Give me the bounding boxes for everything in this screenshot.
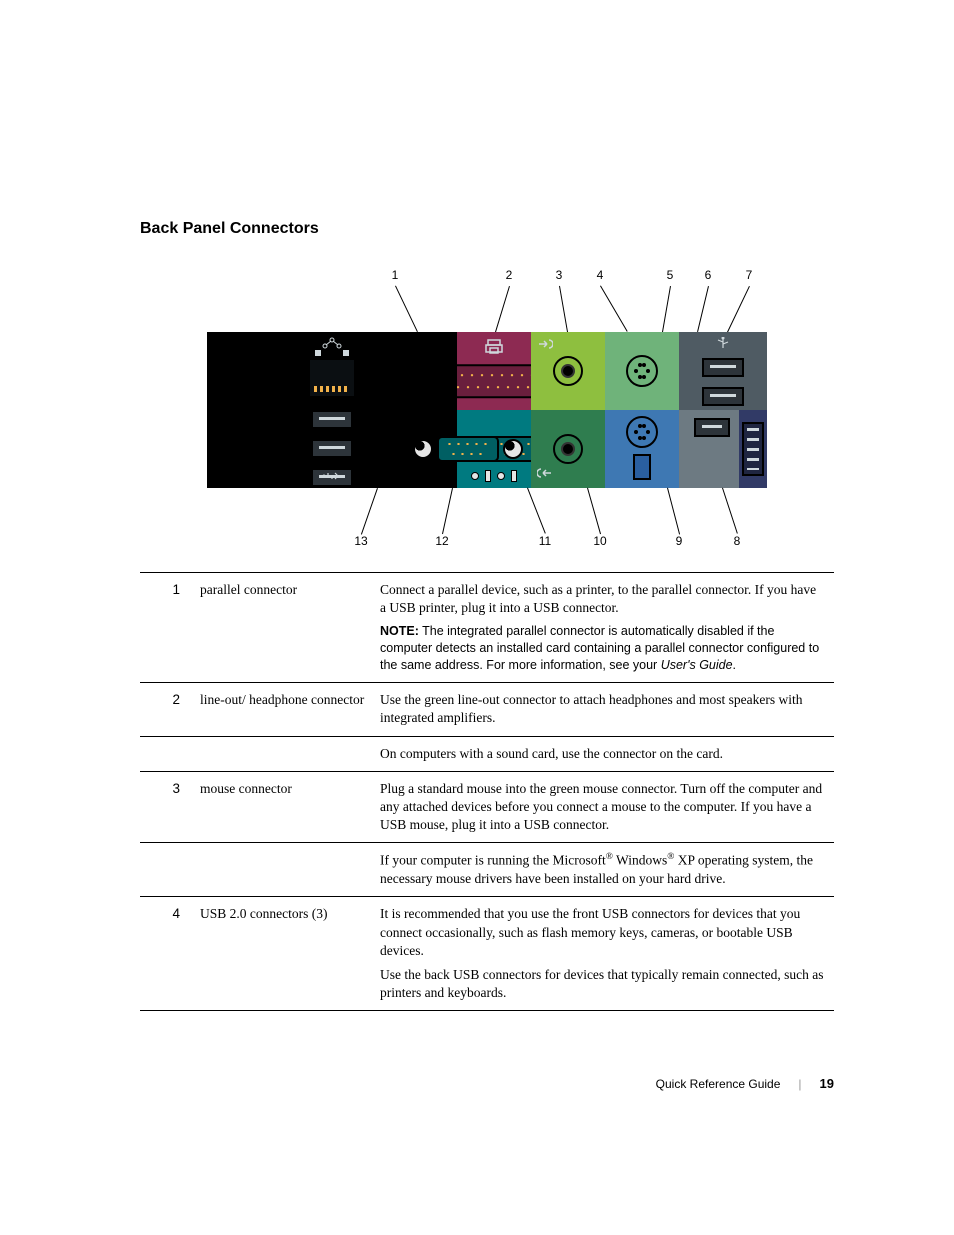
diagram-top-lines	[207, 286, 767, 332]
footer-separator: |	[798, 1077, 801, 1091]
line-in-jack	[553, 434, 583, 464]
table-row: 2line-out/ headphone connectorUse the gr…	[140, 683, 834, 736]
page-number: 19	[820, 1076, 834, 1091]
diagram-label: 1	[392, 268, 399, 282]
line-in-region	[531, 410, 605, 488]
row-description: Connect a parallel device, such as a pri…	[380, 573, 834, 683]
parallel-connector-region	[457, 332, 531, 410]
row-description: Plug a standard mouse into the green mou…	[380, 771, 834, 843]
diagram-label: 11	[539, 534, 551, 548]
arrow-in-icon	[537, 467, 553, 482]
leader-line	[442, 488, 453, 534]
connectors-table: 1parallel connectorConnect a parallel de…	[140, 572, 834, 1011]
connector-panel	[207, 332, 767, 488]
diagram-label: 13	[354, 534, 367, 548]
row-number: 2	[140, 683, 200, 736]
row-number: 4	[140, 897, 200, 1011]
leader-line	[667, 488, 680, 534]
row-description: It is recommended that you use the front…	[380, 897, 834, 1011]
leader-line	[361, 488, 378, 534]
leader-line	[527, 488, 546, 534]
diagnostic-lights	[742, 422, 764, 476]
usb-port	[311, 439, 353, 458]
diagram-label: 7	[746, 268, 753, 282]
arrow-out-icon	[537, 338, 553, 353]
row-number: 3	[140, 771, 200, 843]
serial-connectors-region	[457, 410, 531, 488]
leader-line	[587, 488, 601, 534]
leader-line	[395, 286, 418, 332]
table-row: If your computer is running the Microsof…	[140, 843, 834, 897]
ps2-keyboard-port	[626, 416, 658, 448]
leader-line	[662, 286, 671, 332]
leader-line	[697, 286, 709, 332]
table-row: 3mouse connectorPlug a standard mouse in…	[140, 771, 834, 843]
section-title: Back Panel Connectors	[140, 220, 834, 238]
back-panel-diagram: 1234567	[207, 268, 767, 552]
usb-port	[694, 418, 730, 437]
leader-line	[600, 285, 628, 331]
usb-port	[702, 387, 744, 406]
usb-ports-top	[702, 358, 744, 406]
usb-port-bottom	[694, 418, 730, 437]
diagram-label: 3	[556, 268, 563, 282]
vga-port	[633, 454, 651, 480]
doc-title: Quick Reference Guide	[656, 1077, 781, 1091]
row-description: On computers with a sound card, use the …	[380, 736, 834, 771]
table-row: 1parallel connectorConnect a parallel de…	[140, 573, 834, 683]
network-usb-region	[207, 332, 457, 488]
mouse-connector-region	[605, 332, 679, 410]
screw-icon	[503, 439, 523, 459]
keyboard-vga-region	[605, 410, 679, 488]
row-description: Use the green line-out connector to atta…	[380, 683, 834, 736]
rj45-port	[308, 358, 356, 398]
diagram-label: 2	[506, 268, 513, 282]
usb-top-region	[679, 332, 767, 410]
leader-line	[722, 488, 738, 534]
diagram-label: 8	[734, 534, 741, 548]
diagram-bottom-labels: 13 12 11 10 9 8	[207, 534, 767, 552]
row-name: line-out/ headphone connector	[200, 683, 380, 736]
ioio-icon	[471, 470, 517, 482]
table-row: On computers with a sound card, use the …	[140, 736, 834, 771]
row-number: 1	[140, 573, 200, 683]
diagram-label: 4	[597, 268, 604, 282]
usb-diag-region	[679, 410, 767, 488]
row-description: If your computer is running the Microsof…	[380, 843, 834, 897]
line-out-region	[531, 332, 605, 410]
diagram-top-labels: 1 2 3 4 5 6 7	[207, 268, 767, 286]
usb-port	[702, 358, 744, 377]
serial-port-2	[413, 436, 523, 462]
leader-line	[727, 286, 750, 332]
page: Back Panel Connectors 1234567	[0, 0, 954, 1235]
usb-icon	[322, 471, 342, 484]
diagram-label: 5	[667, 268, 674, 282]
printer-icon	[485, 338, 503, 359]
row-name: mouse connector	[200, 771, 380, 843]
screw-icon	[413, 439, 433, 459]
diagram-label: 9	[676, 534, 683, 548]
row-name: USB 2.0 connectors (3)	[200, 897, 380, 1011]
line-out-jack	[553, 356, 583, 386]
diagram-bottom-lines	[207, 488, 767, 534]
page-footer: Quick Reference Guide | 19	[656, 1076, 834, 1091]
leader-line	[559, 286, 568, 332]
diagram-label: 10	[593, 534, 606, 548]
usb-port	[311, 410, 353, 429]
table-row: 4USB 2.0 connectors (3)It is recommended…	[140, 897, 834, 1011]
usb-trident-icon	[715, 336, 731, 354]
leader-line	[495, 286, 510, 332]
diagram-label: 12	[435, 534, 448, 548]
ps2-mouse-port	[626, 355, 658, 387]
diagnostic-region	[739, 410, 767, 488]
rj45-leds	[315, 350, 349, 356]
row-name: parallel connector	[200, 573, 380, 683]
diagram-label: 6	[705, 268, 712, 282]
